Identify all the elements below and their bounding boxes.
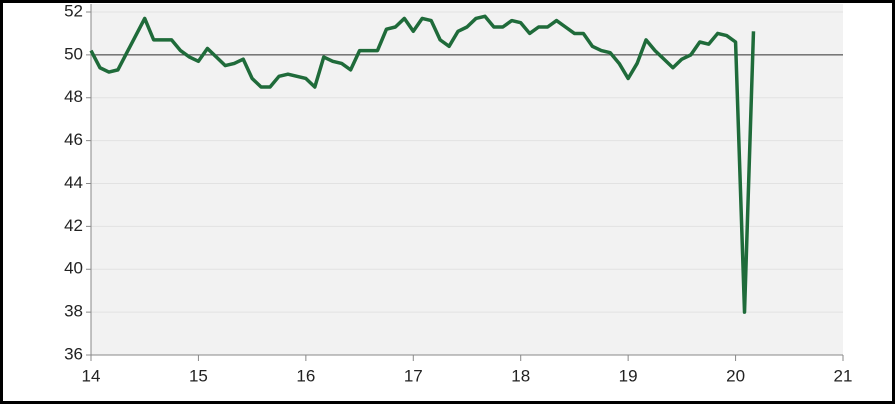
- y-tick-label: 36: [64, 344, 83, 363]
- x-tick-label: 17: [404, 366, 423, 385]
- y-tick-label: 50: [64, 44, 83, 63]
- data-line: [89, 14, 756, 314]
- x-tick-label: 20: [726, 366, 745, 385]
- x-tick-label: 18: [511, 366, 530, 385]
- y-tick-label: 52: [64, 1, 83, 20]
- x-tick-label: 21: [834, 366, 853, 385]
- y-tick-label: 46: [64, 130, 83, 149]
- x-tick-label: 16: [296, 366, 315, 385]
- y-tick-label: 40: [64, 259, 83, 278]
- x-tick-label: 14: [82, 366, 101, 385]
- y-tick-label: 42: [64, 216, 83, 235]
- x-tick-label: 19: [619, 366, 638, 385]
- x-tick-label: 15: [189, 366, 208, 385]
- y-tick-label: 38: [64, 302, 83, 321]
- y-tick-label: 48: [64, 87, 83, 106]
- plot-area: [91, 4, 843, 355]
- y-tick-label: 44: [64, 173, 83, 192]
